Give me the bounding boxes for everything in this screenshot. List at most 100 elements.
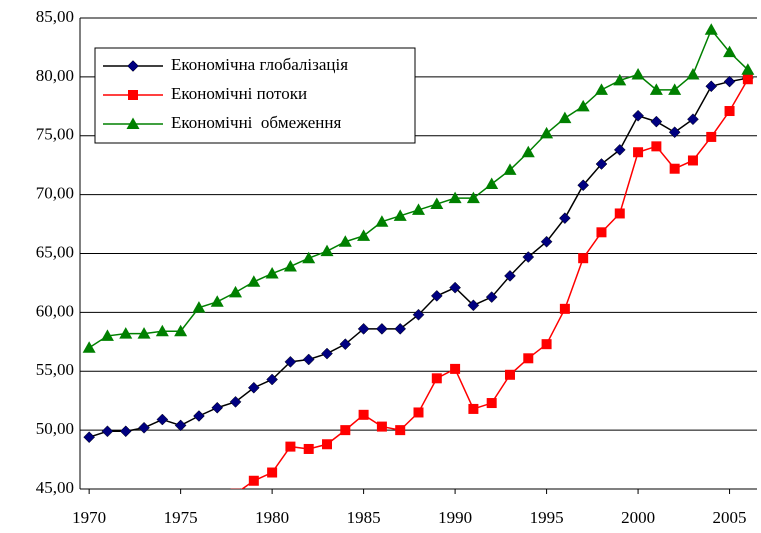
data-point — [119, 425, 132, 438]
data-point — [247, 381, 260, 394]
data-point — [229, 285, 243, 298]
data-point — [193, 410, 205, 422]
data-point — [485, 177, 499, 190]
data-point — [100, 329, 114, 341]
data-point — [540, 235, 553, 248]
data-point — [705, 80, 718, 93]
data-point — [266, 373, 278, 386]
data-point — [338, 235, 352, 247]
data-point — [412, 203, 425, 215]
data-point — [413, 407, 424, 418]
y-tick-label: 85,00 — [36, 7, 74, 26]
data-point — [211, 401, 224, 414]
data-point — [267, 467, 278, 478]
data-point — [633, 147, 644, 158]
data-point — [577, 179, 590, 192]
data-point — [467, 299, 480, 312]
data-point — [174, 324, 188, 337]
data-point — [248, 475, 259, 486]
data-point — [486, 398, 497, 409]
data-point — [265, 267, 279, 279]
data-point — [230, 488, 241, 489]
data-point — [375, 215, 389, 227]
data-point — [558, 111, 572, 124]
data-point — [741, 63, 755, 75]
data-point — [724, 106, 735, 117]
data-point — [669, 163, 680, 174]
data-point — [540, 126, 554, 139]
data-point — [559, 212, 571, 225]
data-point — [668, 83, 682, 95]
x-tick-label: 1970 — [72, 508, 106, 527]
data-point — [138, 421, 150, 434]
data-point — [466, 191, 480, 204]
legend-marker — [127, 60, 139, 72]
data-point — [247, 275, 261, 287]
data-point — [504, 270, 516, 282]
data-point — [450, 363, 461, 374]
data-point — [632, 109, 644, 122]
data-point — [614, 208, 625, 219]
y-tick-label: 60,00 — [36, 301, 74, 320]
data-point — [174, 419, 187, 432]
data-point — [448, 191, 462, 204]
data-point — [412, 308, 425, 321]
data-point — [320, 244, 334, 257]
y-tick-label: 75,00 — [36, 125, 74, 144]
data-point — [430, 290, 443, 302]
data-point — [468, 403, 479, 414]
data-point — [704, 23, 718, 35]
x-tick-label: 1995 — [530, 508, 564, 527]
x-tick-label: 1985 — [347, 508, 381, 527]
data-point — [596, 227, 607, 238]
data-point — [340, 425, 351, 436]
data-point — [651, 141, 662, 152]
data-point — [156, 413, 169, 426]
data-point — [357, 323, 370, 335]
y-tick-label: 80,00 — [36, 66, 74, 85]
legend-marker — [128, 90, 138, 100]
data-point — [119, 327, 133, 339]
data-point — [393, 209, 407, 221]
data-point — [613, 73, 627, 86]
data-point — [723, 75, 736, 88]
x-tick-label: 1980 — [255, 508, 289, 527]
data-point — [686, 68, 700, 80]
data-point — [303, 443, 314, 454]
data-point — [485, 291, 498, 303]
x-tick-label: 1975 — [164, 508, 198, 527]
data-point — [83, 431, 96, 444]
x-tick-label: 2005 — [713, 508, 747, 527]
data-point — [649, 83, 663, 95]
data-point — [376, 421, 387, 432]
data-point — [503, 163, 517, 175]
legend-marker — [126, 117, 140, 129]
data-point — [376, 323, 388, 335]
data-point — [687, 113, 699, 126]
data-point — [284, 355, 297, 368]
y-tick-label: 50,00 — [36, 419, 74, 438]
data-point — [321, 347, 333, 360]
data-point — [302, 251, 316, 264]
data-point — [283, 259, 297, 272]
x-tick-label: 1990 — [438, 508, 472, 527]
data-point — [431, 373, 442, 384]
data-point — [302, 353, 315, 366]
data-point — [613, 144, 626, 156]
data-point — [192, 301, 206, 313]
data-point — [395, 425, 406, 436]
data-point — [339, 338, 352, 351]
legend-label: Економічні обмеження — [171, 113, 341, 132]
data-point — [137, 327, 151, 339]
data-point — [155, 324, 169, 337]
data-point — [357, 229, 371, 241]
data-point — [631, 68, 645, 80]
data-point — [430, 197, 444, 210]
y-tick-label: 45,00 — [36, 478, 74, 497]
plot — [82, 23, 755, 489]
data-point — [521, 145, 535, 158]
data-point — [101, 425, 114, 438]
data-point — [285, 441, 296, 452]
data-point — [559, 303, 570, 314]
